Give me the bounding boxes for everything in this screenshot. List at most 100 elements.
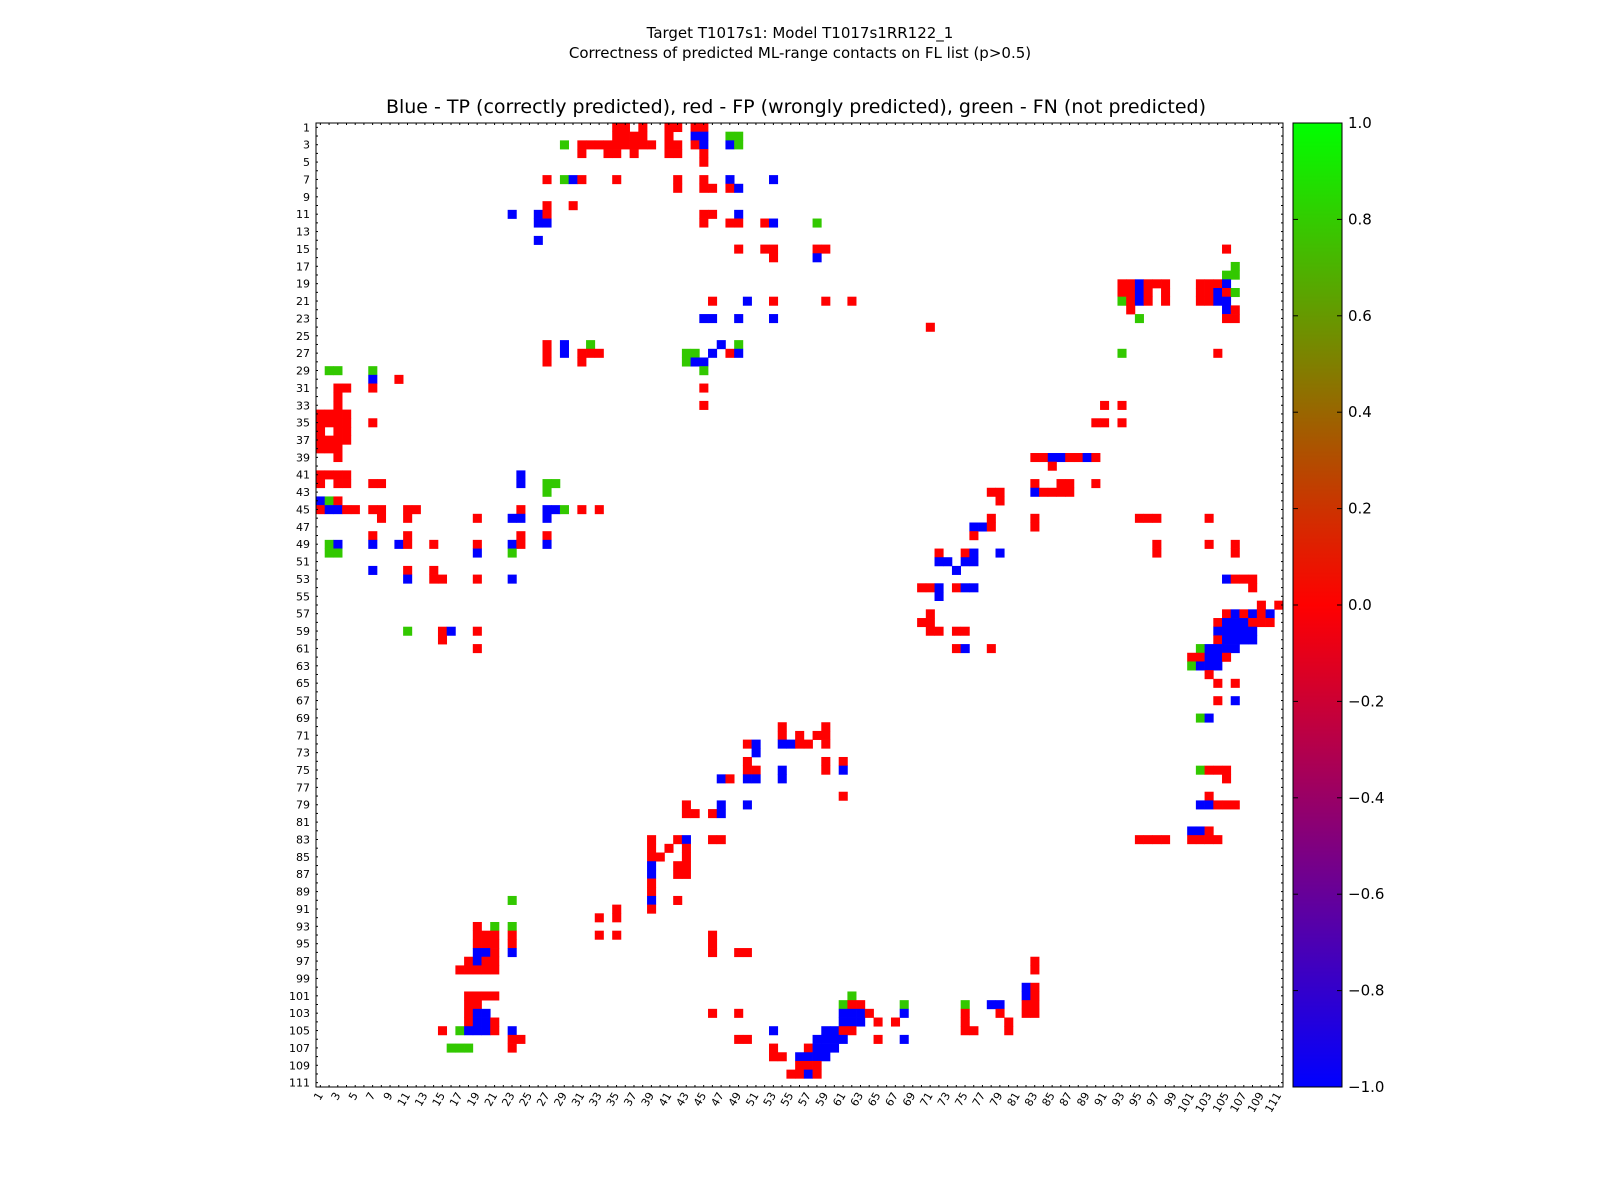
heatmap-cell: [995, 548, 1005, 558]
y-tick-label: 11: [296, 208, 310, 221]
x-tick-label: 29: [552, 1090, 570, 1109]
heatmap-cell: [1152, 539, 1162, 549]
heatmap-cell: [795, 1069, 805, 1079]
heatmap-cell: [769, 218, 779, 228]
y-tick-label: 73: [296, 747, 310, 760]
heatmap-cell: [1230, 678, 1240, 688]
heatmap-cell: [316, 444, 326, 454]
heatmap-cell: [742, 765, 752, 775]
x-tick-label: 7: [363, 1090, 378, 1103]
heatmap-cell: [838, 765, 848, 775]
heatmap-cell: [490, 939, 500, 949]
heatmap-cell: [324, 444, 334, 454]
heatmap-cell: [708, 948, 718, 958]
x-tick-label: 73: [935, 1090, 953, 1109]
heatmap-cell: [673, 123, 683, 133]
heatmap-cell: [1117, 279, 1127, 289]
heatmap-cell: [821, 1034, 831, 1044]
heatmap-cell: [612, 913, 622, 923]
heatmap-cell: [1030, 479, 1040, 489]
y-tick-label: 53: [296, 573, 310, 586]
heatmap-cell: [751, 765, 761, 775]
heatmap-cell: [368, 505, 378, 515]
heatmap-cell: [681, 843, 691, 853]
heatmap-cell: [995, 1008, 1005, 1018]
heatmap-cell: [647, 895, 657, 905]
heatmap-cell: [507, 539, 517, 549]
heatmap-cell: [1213, 678, 1223, 688]
heatmap-cell: [1126, 305, 1136, 315]
heatmap-cell: [1222, 279, 1232, 289]
y-tick-label: 49: [296, 538, 310, 551]
x-tick-label: 97: [1144, 1090, 1162, 1109]
x-tick-label: 83: [1022, 1090, 1040, 1109]
heatmap-cell: [734, 244, 744, 254]
y-tick-label: 61: [296, 642, 310, 655]
heatmap-cell: [403, 513, 413, 523]
heatmap-cell: [708, 939, 718, 949]
y-tick-label: 63: [296, 660, 310, 673]
heatmap-cell: [333, 496, 343, 506]
heatmap-cell: [812, 1052, 822, 1062]
heatmap-cell: [734, 209, 744, 219]
heatmap-cell: [1021, 1008, 1031, 1018]
heatmap-cell: [516, 1034, 526, 1044]
heatmap-cell: [333, 426, 343, 436]
heatmap-cell: [1039, 487, 1049, 497]
heatmap-cell: [464, 1000, 474, 1010]
heatmap-cell: [620, 123, 630, 133]
heatmap-cell: [559, 348, 569, 358]
heatmap-cell: [559, 340, 569, 350]
y-tick-label: 107: [289, 1042, 310, 1055]
heatmap-cell: [986, 513, 996, 523]
heatmap-cell: [769, 175, 779, 185]
heatmap-cell: [472, 1000, 482, 1010]
heatmap-cell: [1187, 835, 1197, 845]
heatmap-cell: [1204, 800, 1214, 810]
heatmap-cell: [899, 1000, 909, 1010]
heatmap-cell: [1222, 296, 1232, 306]
heatmap-cell: [664, 140, 674, 150]
heatmap-cell: [734, 314, 744, 324]
y-tick-label: 19: [296, 278, 310, 291]
heatmap-cell: [342, 470, 352, 480]
heatmap-cell: [856, 1017, 866, 1027]
heatmap-cell: [542, 531, 552, 541]
heatmap-cell: [925, 609, 935, 619]
heatmap-cell: [734, 348, 744, 358]
colorbar-tick-label: −0.8: [1348, 982, 1384, 1000]
heatmap-cell: [1213, 288, 1223, 298]
heatmap-cell: [777, 1052, 787, 1062]
heatmap-cell: [1100, 400, 1110, 410]
x-tick-label: 81: [1005, 1090, 1023, 1109]
y-tick-label: 31: [296, 382, 310, 395]
heatmap-cell: [1143, 835, 1153, 845]
heatmap-cell: [969, 522, 979, 532]
heatmap-cell: [803, 1069, 813, 1079]
heatmap-cell: [490, 956, 500, 966]
heatmap-cell: [943, 557, 953, 567]
heatmap-cell: [1187, 826, 1197, 836]
x-tick-label: 65: [865, 1090, 883, 1109]
heatmap-cell: [594, 140, 604, 150]
x-tick-label: 93: [1109, 1090, 1127, 1109]
heatmap-cell: [1204, 644, 1214, 654]
x-tick-label: 11: [395, 1090, 413, 1109]
heatmap-cell: [629, 149, 639, 159]
heatmap-cell: [1213, 626, 1223, 636]
heatmap-cell: [978, 522, 988, 532]
heatmap-cell: [603, 140, 613, 150]
heatmap-cell: [699, 366, 709, 376]
heatmap-cell: [342, 435, 352, 445]
heatmap-cell: [769, 1026, 779, 1036]
colorbar-tick-label: 1.0: [1348, 114, 1372, 132]
heatmap-cell: [1004, 1026, 1014, 1036]
heatmap-cell: [1056, 479, 1066, 489]
heatmap-cell: [960, 626, 970, 636]
heatmap-cell: [708, 835, 718, 845]
heatmap-cell: [951, 644, 962, 654]
heatmap-cell: [481, 1017, 491, 1027]
heatmap-cell: [969, 557, 979, 567]
heatmap-cell: [734, 340, 744, 350]
heatmap-cell: [1222, 765, 1232, 775]
